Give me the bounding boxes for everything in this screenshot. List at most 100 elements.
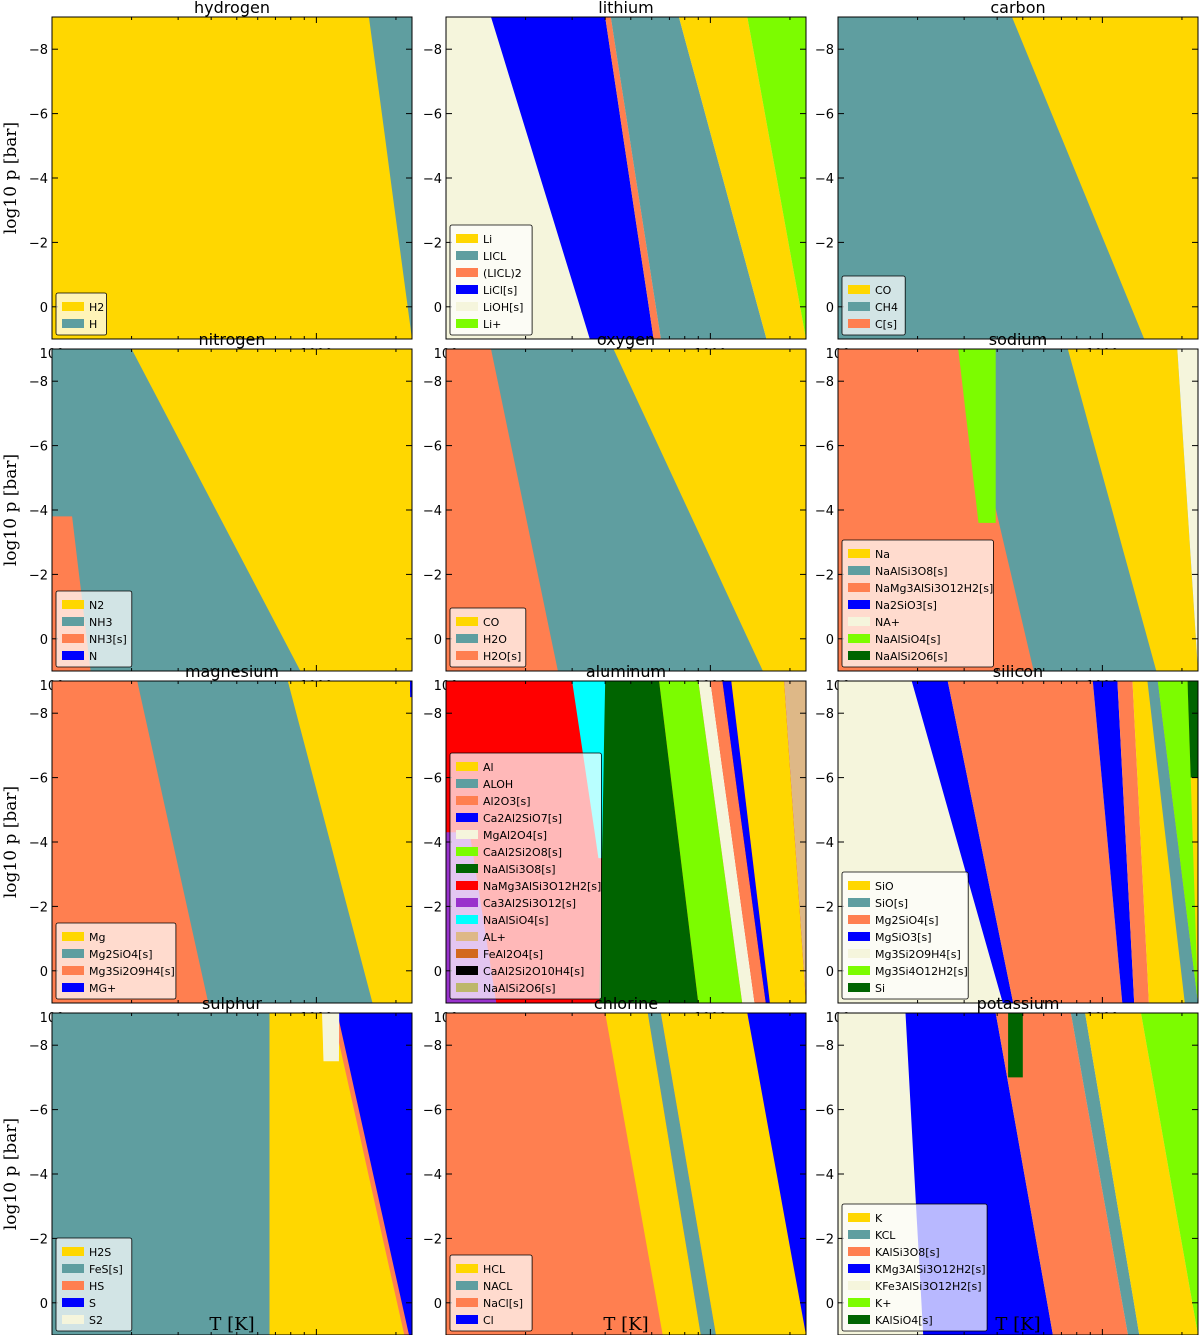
phase-region [599, 681, 699, 1003]
legend-label: Li+ [483, 318, 501, 331]
legend-label: LICL [483, 250, 507, 263]
legend-label: K+ [875, 1297, 891, 1310]
legend-label: NH3 [89, 616, 113, 629]
legend-swatch [456, 830, 478, 839]
y-axis-label: log10 p [bar] [1, 1118, 21, 1230]
legend-label: S2 [89, 1314, 103, 1327]
legend-label: (LICL)2 [483, 267, 522, 280]
phase-region [1012, 17, 1198, 339]
legend-swatch [456, 915, 478, 924]
legend-label: HCL [483, 1263, 506, 1276]
y-tick-label: 0 [40, 965, 48, 980]
x-axis-label: T [K] [603, 1314, 648, 1335]
phase-region [491, 17, 654, 339]
legend-swatch [62, 600, 84, 609]
panel-magnesium: magnesium−8−6−4−201001000MgMg2SiO4[s]Mg3… [29, 662, 413, 1026]
y-tick-label: −4 [29, 504, 48, 519]
phase-region [613, 349, 806, 671]
legend-swatch [456, 251, 478, 260]
legend-label: CO [483, 616, 500, 629]
legend-label: H [89, 318, 97, 331]
phase-region [52, 681, 209, 1003]
legend-label: NaMg3AlSi3O12H2[s] [483, 880, 601, 893]
legend-swatch [62, 1247, 84, 1256]
y-tick-label: −8 [423, 1039, 442, 1054]
y-tick-label: −4 [423, 1168, 442, 1183]
panel-title: oxygen [597, 330, 655, 349]
legend-swatch [62, 1281, 84, 1290]
legend-swatch [848, 915, 870, 924]
phase-region [1067, 349, 1198, 671]
legend-swatch [456, 983, 478, 992]
legend-label: Si [875, 982, 885, 995]
y-tick-label: −2 [29, 568, 48, 583]
y-tick-label: 0 [826, 301, 834, 316]
y-tick-label: −8 [423, 707, 442, 722]
legend-swatch [456, 1264, 478, 1273]
legend-swatch [848, 881, 870, 890]
y-tick-label: −4 [29, 836, 48, 851]
panel-title: potassium [977, 994, 1060, 1013]
y-axis-label: log10 p [bar] [1, 786, 21, 898]
y-tick-label: 0 [40, 633, 48, 648]
y-tick-label: 0 [434, 965, 442, 980]
legend-swatch [456, 285, 478, 294]
legend: H2S FeS[s] HS S S2 [55, 1237, 133, 1332]
legend-label: KCL [875, 1229, 896, 1242]
legend-swatch [456, 762, 478, 771]
panel-nitrogen: nitrogen−8−6−4−201001000N2NH3NH3[s]N [29, 330, 413, 694]
phase-region [698, 681, 755, 1003]
legend-swatch [848, 983, 870, 992]
legend-label: H2O[s] [483, 650, 521, 663]
legend-label: MgSiO3[s] [875, 931, 931, 944]
legend-swatch [848, 549, 870, 558]
legend-swatch [62, 949, 84, 958]
phase-region [287, 681, 412, 1003]
legend-label: Li [483, 233, 492, 246]
phase-region [1008, 1013, 1023, 1078]
panel-title: sodium [989, 330, 1047, 349]
phase-region [1187, 681, 1198, 778]
phase-region [1177, 349, 1198, 671]
legend-label: KMg3AlSi3O12H2[s] [875, 1263, 986, 1276]
legend: CO CH4 C[s] [841, 275, 906, 336]
panel-title: lithium [598, 0, 653, 17]
y-tick-label: −4 [815, 504, 834, 519]
y-tick-label: 0 [40, 301, 48, 316]
legend-box [841, 1203, 988, 1332]
legend: CO H2O H2O[s] [449, 607, 527, 668]
legend-label: NaAlSiO4[s] [483, 914, 549, 927]
phase-region [131, 349, 412, 671]
y-tick-label: −2 [423, 900, 442, 915]
phase-region [605, 17, 661, 339]
y-tick-label: 0 [434, 301, 442, 316]
legend-swatch [62, 983, 84, 992]
legend-label: NA+ [875, 616, 900, 629]
legend: Li LICL (LICL)2 LiCl[s] LiOH[s] Li+ [449, 224, 533, 336]
panel-sodium: sodium−8−6−4−201001000NaNaAlSi3O8[s]NaMg… [815, 330, 1199, 694]
legend-label: Ca2Al2SiO7[s] [483, 812, 562, 825]
legend: N2 NH3 NH3[s] N [55, 590, 133, 668]
legend-box [55, 922, 177, 1000]
panel-chlorine: chlorine−8−6−4−201001000HCLNACLNaCl[s]Cl [423, 994, 807, 1335]
legend-swatch [848, 1264, 870, 1273]
phase-region [446, 349, 558, 671]
legend: Al ALOH Al2O3[s] Ca2Al2SiO7[s] MgAl2O4[s] CaA… [449, 752, 602, 1000]
y-tick-label: −8 [815, 375, 834, 390]
legend: HCL NACL NaCl[s] Cl [449, 1254, 533, 1332]
legend-swatch [848, 617, 870, 626]
phase-region [1157, 681, 1198, 1003]
legend-label: H2O [483, 633, 507, 646]
phase-region [1141, 1013, 1198, 1335]
legend-swatch [456, 651, 478, 660]
legend-swatch [848, 1247, 870, 1256]
x-axis-label: T [K] [209, 1314, 254, 1335]
legend-label: KFe3AlSi3O12H2[s] [875, 1280, 982, 1293]
panel-title: aluminum [586, 662, 666, 681]
legend-label: CO [875, 284, 892, 297]
y-tick-label: −2 [423, 236, 442, 251]
legend-label: NaAlSi2O6[s] [875, 650, 948, 663]
y-tick-label: −6 [29, 1104, 48, 1119]
panel-title: nitrogen [198, 330, 265, 349]
y-tick-label: −2 [29, 900, 48, 915]
